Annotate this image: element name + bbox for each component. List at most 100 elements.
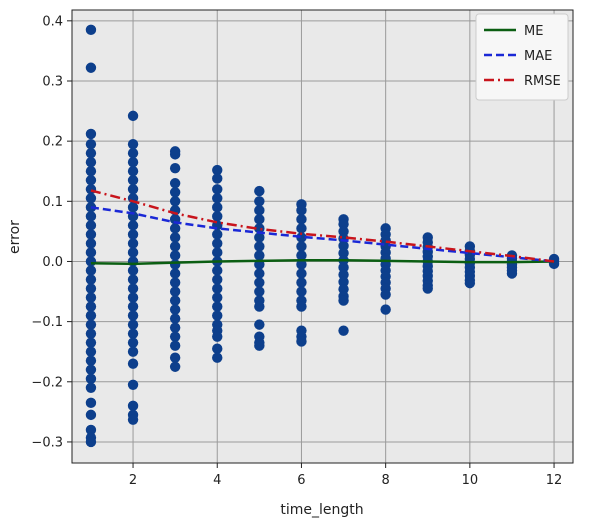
scatter-point xyxy=(254,232,265,243)
scatter-point xyxy=(296,232,307,243)
y-axis-label: error xyxy=(7,220,23,254)
scatter-point xyxy=(169,232,181,243)
scatter-point xyxy=(212,173,223,184)
scatter-point xyxy=(212,229,223,240)
scatter-point xyxy=(85,238,97,249)
scatter-point xyxy=(85,373,97,384)
scatter-point xyxy=(169,331,181,342)
scatter-point xyxy=(169,313,181,324)
scatter-point xyxy=(212,283,223,294)
scatter-point xyxy=(85,166,97,177)
scatter-point xyxy=(212,301,223,312)
scatter-point xyxy=(127,274,139,285)
scatter-point xyxy=(338,226,349,237)
scatter-point xyxy=(127,247,139,258)
scatter-point xyxy=(85,337,97,348)
scatter-point xyxy=(169,277,181,288)
scatter-point xyxy=(380,304,391,315)
scatter-point xyxy=(127,265,139,276)
scatter-point xyxy=(254,268,265,279)
scatter-point xyxy=(254,241,265,252)
x-tick-label: 10 xyxy=(462,473,479,488)
scatter-point xyxy=(127,292,139,303)
scatter-point xyxy=(296,223,307,234)
scatter-point xyxy=(338,240,349,252)
scatter-point xyxy=(85,184,97,195)
scatter-point xyxy=(296,250,307,261)
scatter-point xyxy=(127,238,139,249)
scatter-point xyxy=(85,328,97,339)
scatter-point xyxy=(85,355,97,366)
scatter-point xyxy=(169,268,181,279)
scatter-point xyxy=(254,319,265,330)
scatter-point xyxy=(85,409,97,421)
scatter-point xyxy=(169,259,181,270)
scatter-point xyxy=(169,286,181,297)
scatter-point xyxy=(296,214,307,225)
scatter-point xyxy=(85,310,97,321)
scatter-point xyxy=(127,414,139,425)
scatter-point xyxy=(464,277,476,289)
y-tick-label: 0.2 xyxy=(42,135,63,150)
scatter-point xyxy=(169,304,181,315)
legend: ME MAE RMSE xyxy=(475,13,569,101)
scatter-point xyxy=(127,310,139,321)
scatter-point xyxy=(85,292,97,303)
scatter-point xyxy=(169,295,181,306)
scatter-point xyxy=(85,265,97,276)
scatter-point xyxy=(296,241,307,252)
scatter-point xyxy=(127,166,139,177)
scatter-point xyxy=(254,301,265,312)
scatter-point xyxy=(127,400,139,412)
scatter-point xyxy=(169,352,181,363)
scatter-point xyxy=(85,382,97,394)
scatter-point xyxy=(212,352,223,363)
scatter-point xyxy=(338,247,349,259)
x-axis-ticks: 2 4 6 8 10 12 xyxy=(129,463,562,488)
x-tick-label: 12 xyxy=(546,473,563,488)
scatter-point xyxy=(85,346,97,357)
scatter-point xyxy=(212,164,223,176)
scatter-point xyxy=(85,62,97,73)
scatter-point xyxy=(254,286,265,297)
scatter-point xyxy=(296,301,307,312)
scatter-point xyxy=(254,214,265,225)
scatter-point xyxy=(127,110,139,122)
y-tick-label: 0.4 xyxy=(42,14,63,29)
scatter-point xyxy=(506,268,518,279)
scatter-point xyxy=(212,211,223,222)
scatter-point xyxy=(212,247,223,258)
scatter-point xyxy=(85,147,97,159)
scatter-point xyxy=(127,175,139,186)
scatter-point xyxy=(212,238,223,249)
scatter-point xyxy=(169,178,181,189)
scatter-point xyxy=(127,337,139,348)
scatter-point xyxy=(85,211,97,222)
legend-label-me: ME xyxy=(524,24,543,39)
scatter-point xyxy=(338,218,349,230)
scatter-point xyxy=(169,250,181,261)
scatter-point xyxy=(169,340,181,351)
scatter-point xyxy=(296,336,307,347)
scatter-point xyxy=(127,229,139,240)
y-axis-ticks: −0.3 −0.2 −0.1 0.0 0.1 0.2 0.3 0.4 xyxy=(31,14,72,450)
scatter-point xyxy=(212,310,223,321)
scatter-point xyxy=(338,262,349,273)
series-line-mae xyxy=(90,206,555,263)
x-tick-label: 2 xyxy=(129,473,137,488)
scatter-point xyxy=(254,205,265,216)
scatter-point xyxy=(85,256,97,267)
scatter-point xyxy=(296,286,307,297)
scatter-point xyxy=(338,276,349,288)
legend-box xyxy=(475,13,569,101)
y-tick-label: −0.2 xyxy=(31,375,63,390)
scatter-point xyxy=(212,193,223,204)
metric-lines xyxy=(90,189,555,266)
scatter-point xyxy=(85,397,97,409)
x-tick-label: 8 xyxy=(382,473,390,488)
scatter-point xyxy=(127,358,139,369)
scatter-point xyxy=(85,247,97,258)
y-tick-label: −0.1 xyxy=(31,315,63,330)
scatter-point xyxy=(338,325,349,336)
